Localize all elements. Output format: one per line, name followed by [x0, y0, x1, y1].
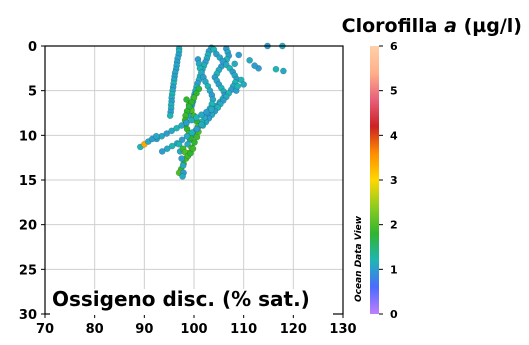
- data-point: [235, 51, 243, 59]
- data-point: [168, 142, 176, 150]
- chart-title-italic: a: [444, 15, 457, 37]
- data-point: [178, 155, 185, 162]
- y-tick-label: 0: [28, 40, 37, 55]
- data-point: [280, 67, 287, 75]
- y-tick-label: 20: [19, 219, 37, 234]
- data-point: [163, 130, 171, 137]
- odv-credit: Ocean Data View: [354, 215, 364, 302]
- data-point: [189, 145, 197, 153]
- data-point: [193, 125, 201, 133]
- x-tick-label: 120: [280, 322, 307, 337]
- data-point: [184, 140, 191, 148]
- colorbar-tick-label: 2: [390, 219, 398, 232]
- data-point: [191, 139, 198, 146]
- colorbar-tick-label: 6: [390, 40, 398, 53]
- colorbar-tick-label: 1: [390, 263, 398, 276]
- y-tick-label: 15: [19, 174, 37, 189]
- data-point: [198, 111, 205, 119]
- data-point: [183, 132, 191, 140]
- colorbar-tick-label: 4: [390, 129, 398, 142]
- data-point: [203, 108, 210, 116]
- colorbar-ticks: 0 1 2 3 4 5 6: [379, 40, 398, 321]
- data-point: [251, 62, 258, 70]
- axes: [41, 45, 344, 318]
- data-point: [179, 162, 187, 170]
- data-points: [137, 42, 287, 180]
- x-tick-label: 80: [86, 322, 104, 337]
- data-point: [198, 121, 205, 128]
- y-tick-label: 10: [19, 129, 37, 144]
- data-point: [179, 173, 186, 180]
- chart-title-main: Clorofilla: [342, 15, 438, 37]
- y-tick-label: 30: [19, 308, 37, 323]
- colorbar-tick-label: 5: [390, 85, 398, 98]
- data-point: [193, 133, 201, 141]
- x-tick-label: 110: [230, 322, 257, 337]
- colorbar-tick-label: 3: [390, 174, 398, 187]
- x-tick-label: 130: [329, 322, 356, 337]
- y-tick-label: 25: [19, 263, 37, 278]
- x-tick-label: 70: [36, 322, 54, 337]
- data-point: [193, 114, 200, 121]
- x-tick-label: 100: [180, 322, 207, 337]
- tick-labels: 70 80 90 100 110 120 130 0 5 10 15 20 25 30: [19, 40, 357, 337]
- data-point: [168, 127, 175, 135]
- data-point: [272, 65, 280, 73]
- x-tick-label: 90: [135, 322, 153, 337]
- data-point: [188, 116, 195, 124]
- x-axis-label: Ossigeno disc. (% sat.): [52, 287, 310, 311]
- chart-title: Clorofilla a (µg/l): [342, 15, 522, 37]
- chart-title-unit: (µg/l): [464, 15, 522, 37]
- data-point: [158, 148, 166, 155]
- data-point: [231, 60, 239, 68]
- data-point: [183, 119, 190, 127]
- data-point: [208, 106, 215, 113]
- xlabel-background: [50, 289, 333, 315]
- data-point: [246, 56, 253, 64]
- data-point: [178, 136, 186, 144]
- data-point: [152, 132, 160, 140]
- data-point: [234, 82, 242, 90]
- y-tick-label: 5: [28, 85, 37, 100]
- colorbar-tick-label: 0: [390, 308, 398, 321]
- data-point: [173, 124, 180, 132]
- data-point: [175, 140, 183, 148]
- data-point: [240, 81, 248, 88]
- data-point: [188, 129, 196, 137]
- data-point: [166, 112, 174, 120]
- data-point: [183, 96, 190, 103]
- data-point: [163, 145, 171, 153]
- colorbar: [370, 46, 379, 314]
- data-point: [178, 122, 185, 129]
